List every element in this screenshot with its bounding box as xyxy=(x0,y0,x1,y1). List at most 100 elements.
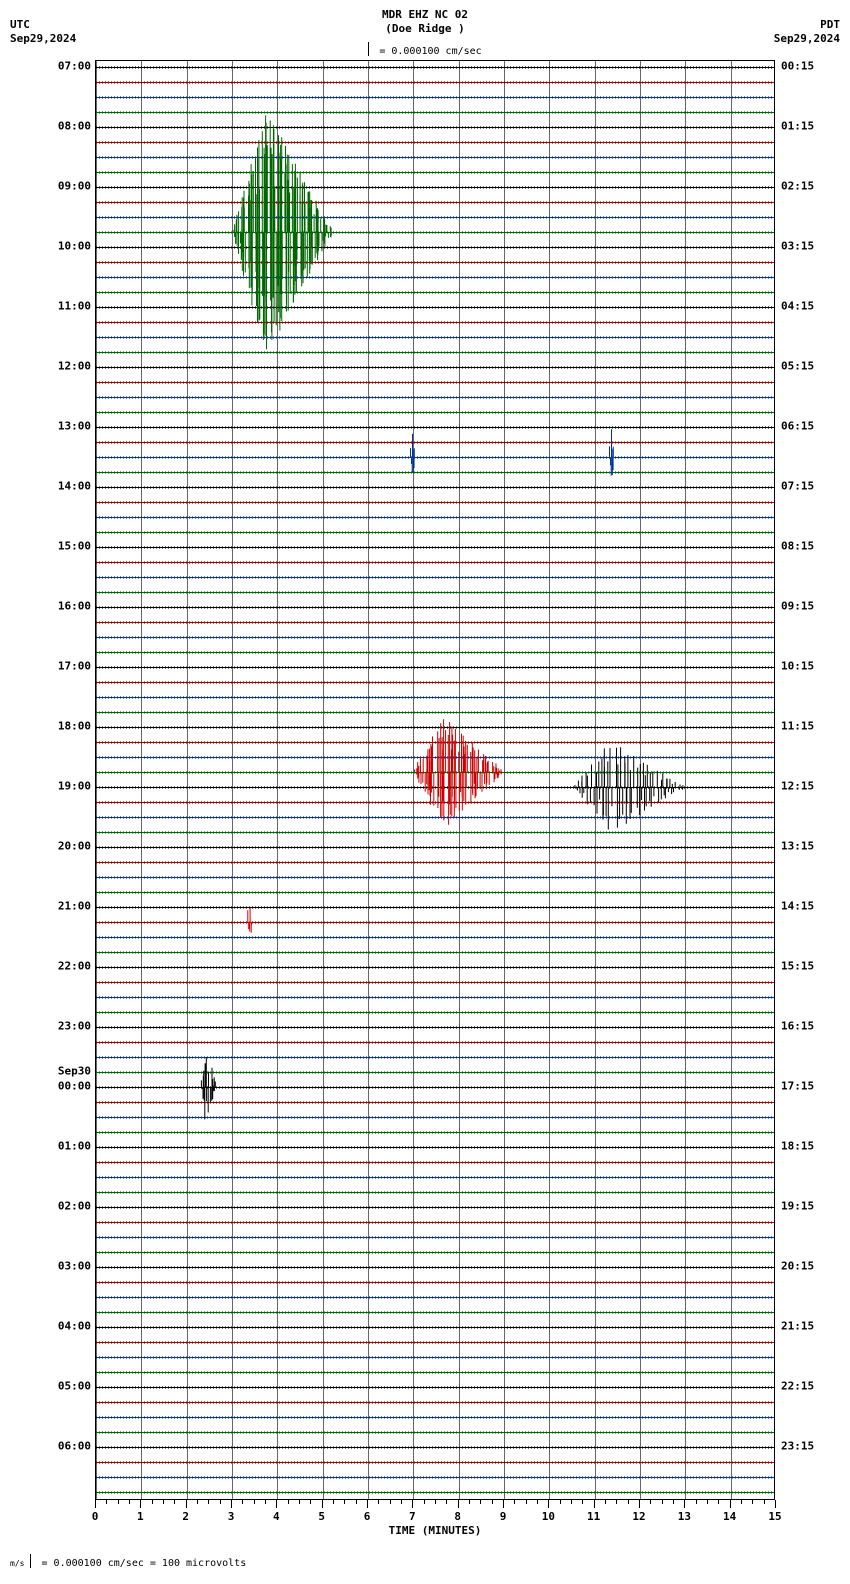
y-label-left: 02:00 xyxy=(47,1200,91,1213)
trace xyxy=(96,247,774,248)
y-label-right: 03:15 xyxy=(781,240,825,253)
x-tick xyxy=(186,1500,187,1508)
x-tick xyxy=(775,1500,776,1508)
trace xyxy=(96,397,774,398)
trace xyxy=(96,1237,774,1238)
x-minor-tick xyxy=(163,1500,164,1504)
y-label-left: 16:00 xyxy=(47,600,91,613)
trace xyxy=(96,172,774,173)
x-minor-tick xyxy=(378,1500,379,1504)
y-label-left: 09:00 xyxy=(47,180,91,193)
trace xyxy=(96,1357,774,1358)
trace xyxy=(96,1492,774,1493)
trace xyxy=(96,652,774,653)
x-minor-tick xyxy=(152,1500,153,1504)
header-center: MDR EHZ NC 02 (Doe Ridge ) xyxy=(0,8,850,37)
trace xyxy=(96,1192,774,1193)
x-tick-label: 14 xyxy=(723,1510,736,1523)
trace xyxy=(96,1282,774,1283)
station-id: MDR EHZ NC 02 xyxy=(0,8,850,22)
seismogram-plot xyxy=(95,60,775,1500)
x-minor-tick xyxy=(356,1500,357,1504)
y-label-right: 22:15 xyxy=(781,1380,825,1393)
trace xyxy=(96,1372,774,1373)
x-tick-label: 10 xyxy=(542,1510,555,1523)
tz-right-label: PDT xyxy=(774,18,840,32)
trace xyxy=(96,607,774,608)
trace xyxy=(96,262,774,263)
x-minor-tick xyxy=(242,1500,243,1504)
y-label-left: 04:00 xyxy=(47,1320,91,1333)
x-tick xyxy=(140,1500,141,1508)
x-minor-tick xyxy=(106,1500,107,1504)
x-tick-label: 11 xyxy=(587,1510,600,1523)
x-minor-tick xyxy=(662,1500,663,1504)
trace xyxy=(96,1177,774,1178)
scale-indicator: = 0.000100 cm/sec xyxy=(0,44,850,58)
x-minor-tick xyxy=(650,1500,651,1504)
x-tick-label: 2 xyxy=(182,1510,189,1523)
trace xyxy=(96,322,774,323)
x-minor-tick xyxy=(764,1500,765,1504)
station-name: (Doe Ridge ) xyxy=(0,22,850,36)
trace xyxy=(96,937,774,938)
x-minor-tick xyxy=(469,1500,470,1504)
trace xyxy=(96,802,774,803)
trace xyxy=(96,1027,774,1028)
y-label-right: 18:15 xyxy=(781,1140,825,1153)
trace xyxy=(96,1057,774,1058)
trace xyxy=(96,82,774,83)
trace xyxy=(96,1447,774,1448)
x-tick-label: 15 xyxy=(768,1510,781,1523)
trace xyxy=(96,817,774,818)
trace xyxy=(96,892,774,893)
x-minor-tick xyxy=(571,1500,572,1504)
y-label-left: 21:00 xyxy=(47,900,91,913)
trace xyxy=(96,352,774,353)
trace xyxy=(96,967,774,968)
x-tick xyxy=(458,1500,459,1508)
trace xyxy=(96,1342,774,1343)
trace xyxy=(96,292,774,293)
y-label-right: 07:15 xyxy=(781,480,825,493)
y-label-right: 13:15 xyxy=(781,840,825,853)
plot-wrapper: TIME (MINUTES) 0123456789101112131415 07… xyxy=(20,60,850,1550)
trace xyxy=(96,1222,774,1223)
x-minor-tick xyxy=(605,1500,606,1504)
trace xyxy=(96,472,774,473)
x-tick xyxy=(322,1500,323,1508)
y-label-right: 05:15 xyxy=(781,360,825,373)
trace xyxy=(96,922,774,923)
trace xyxy=(96,112,774,113)
scale-text: = 0.000100 cm/sec xyxy=(379,46,481,57)
trace xyxy=(96,502,774,503)
y-label-left: 01:00 xyxy=(47,1140,91,1153)
y-label-left: 11:00 xyxy=(47,300,91,313)
x-tick-label: 7 xyxy=(409,1510,416,1523)
y-label-left: 00:00 xyxy=(47,1080,91,1093)
trace xyxy=(96,697,774,698)
trace xyxy=(96,727,774,728)
y-label-left: 18:00 xyxy=(47,720,91,733)
x-tick xyxy=(639,1500,640,1508)
y-label-left: 22:00 xyxy=(47,960,91,973)
trace xyxy=(96,202,774,203)
x-minor-tick xyxy=(707,1500,708,1504)
x-minor-tick xyxy=(537,1500,538,1504)
y-label-left: 17:00 xyxy=(47,660,91,673)
trace xyxy=(96,1477,774,1478)
x-tick-label: 3 xyxy=(228,1510,235,1523)
x-minor-tick xyxy=(480,1500,481,1504)
trace xyxy=(96,742,774,743)
trace xyxy=(96,1327,774,1328)
x-minor-tick xyxy=(514,1500,515,1504)
x-tick xyxy=(231,1500,232,1508)
trace xyxy=(96,337,774,338)
y-label-right: 00:15 xyxy=(781,60,825,73)
y-label-right: 08:15 xyxy=(781,540,825,553)
trace xyxy=(96,997,774,998)
trace xyxy=(96,187,774,188)
trace xyxy=(96,1162,774,1163)
x-minor-tick xyxy=(344,1500,345,1504)
x-minor-tick xyxy=(492,1500,493,1504)
